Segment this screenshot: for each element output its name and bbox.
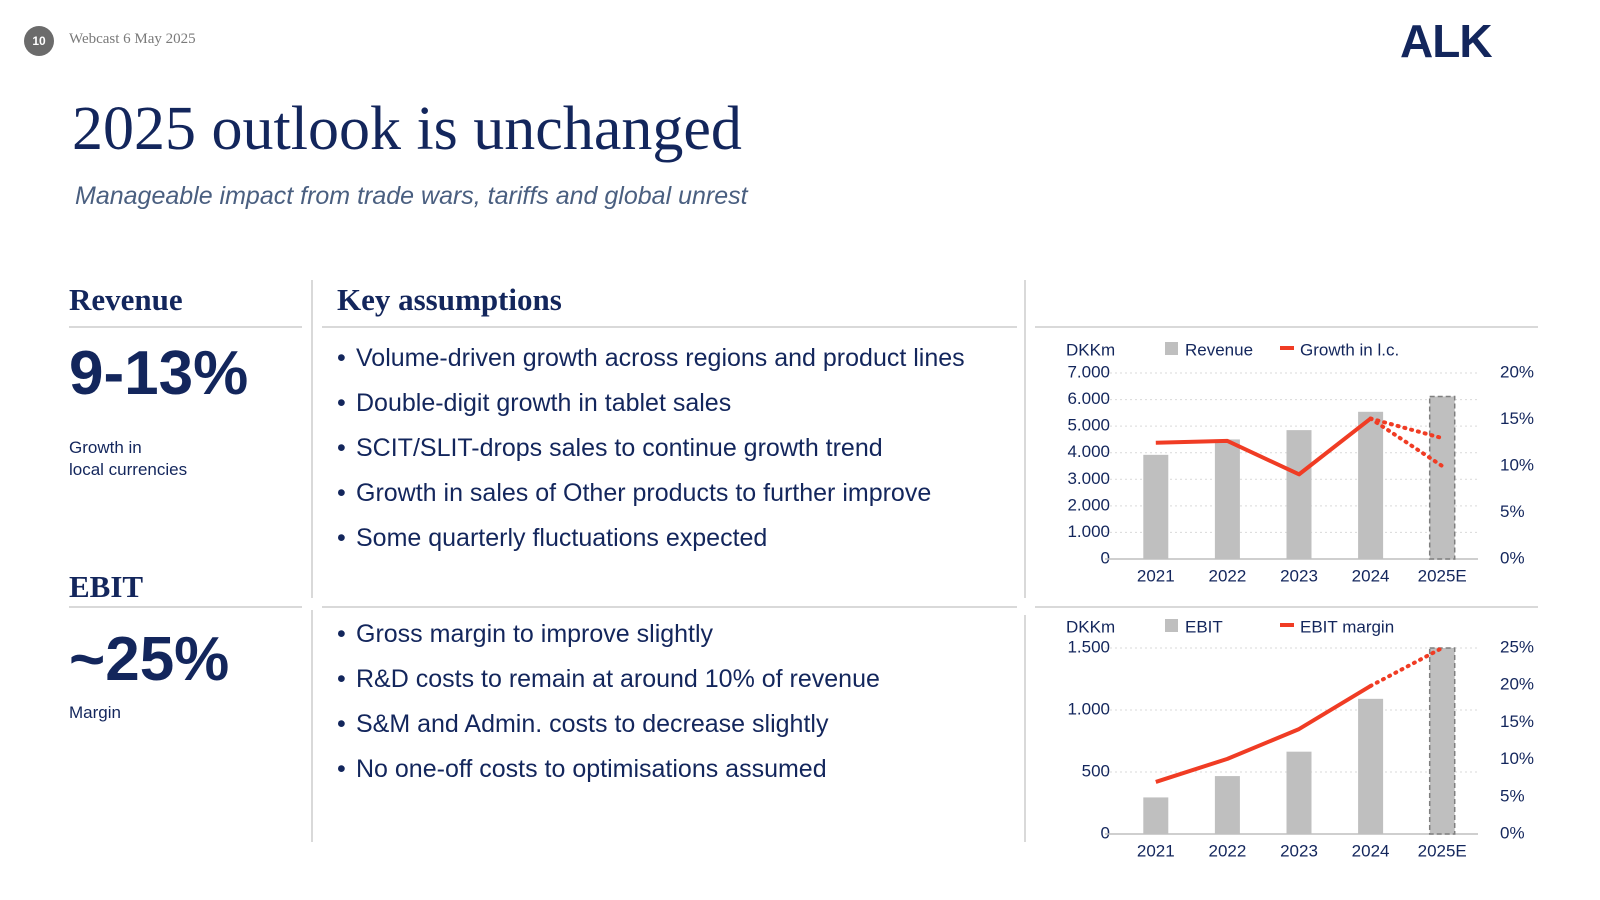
legend-label: EBIT margin [1300, 617, 1394, 636]
divider [1024, 280, 1026, 598]
y-tick-label: 0 [1101, 823, 1110, 842]
y-tick-label: 1.000 [1067, 699, 1110, 718]
revenue-caption: Growth in local currencies [69, 438, 188, 479]
date: Webcast 6 May 2025 [69, 31, 196, 47]
divider [69, 606, 302, 608]
bullet: SCIT/SLIT-drops sales to continue growth… [337, 433, 965, 478]
bullet: Growth in sales of Other products to fur… [337, 478, 965, 523]
divider [322, 606, 1017, 608]
ebit-figure: ~25% [69, 625, 230, 694]
y-tick-label: 0 [1101, 548, 1110, 567]
y2-tick-label: 15% [1500, 712, 1534, 731]
divider [311, 610, 313, 842]
legend-label: Revenue [1185, 340, 1253, 359]
y-tick-label: 6.000 [1067, 389, 1110, 408]
divider [1035, 326, 1538, 328]
bullet: Gross margin to improve slightly [337, 619, 880, 664]
bullet-list: Gross margin to improve slightlyR&D cost… [337, 619, 880, 799]
subtitle: Manageable impact from trade wars, tarif… [75, 182, 748, 210]
section-heading: Revenue [69, 282, 183, 317]
axis-label: DKKm [1066, 617, 1115, 636]
x-tick-label: 2021 [1137, 566, 1175, 585]
line-series [1155, 416, 1372, 477]
bullet: Volume-driven growth across regions and … [337, 343, 965, 388]
bullet: Double-digit growth in tablet sales [337, 388, 965, 433]
bar [1143, 454, 1169, 559]
y2-tick-label: 0% [1500, 823, 1525, 842]
forecast-line [1368, 416, 1445, 468]
bar [1358, 698, 1384, 834]
forecast-line [1368, 416, 1445, 441]
section-heading: Key assumptions [337, 282, 562, 317]
y-tick-label: 7.000 [1067, 362, 1110, 381]
y2-tick-label: 10% [1500, 749, 1534, 768]
y2-tick-label: 5% [1500, 502, 1525, 521]
revenue-figure: 9-13% [69, 339, 249, 408]
y2-tick-label: 0% [1500, 548, 1525, 567]
divider [69, 326, 302, 328]
x-tick-label: 2024 [1352, 566, 1390, 585]
y2-tick-label: 15% [1500, 409, 1534, 428]
divider [1035, 606, 1538, 608]
x-tick-label: 2024 [1352, 841, 1390, 860]
y2-tick-label: 5% [1500, 786, 1525, 805]
legend-swatch [1165, 619, 1178, 632]
x-tick-label: 2022 [1208, 841, 1246, 860]
y-tick-label: 2.000 [1067, 495, 1110, 514]
logo: ALK [1400, 15, 1493, 67]
section-heading: EBIT [69, 569, 144, 604]
bullet: R&D costs to remain at around 10% of rev… [337, 664, 880, 709]
bar [1428, 395, 1456, 560]
y-tick-label: 1.500 [1067, 637, 1110, 656]
y-tick-label: 3.000 [1067, 469, 1110, 488]
y-tick-label: 500 [1082, 761, 1110, 780]
y2-tick-label: 10% [1500, 455, 1534, 474]
bullet: No one-off costs to optimisations assume… [337, 754, 880, 799]
page-number: 10 [24, 26, 54, 56]
legend-label: Growth in l.c. [1300, 340, 1399, 359]
divider [322, 326, 1017, 328]
x-tick-label: 2025E [1418, 841, 1467, 860]
bar [1214, 439, 1240, 559]
forecast-line [1368, 646, 1445, 688]
x-tick-label: 2025E [1418, 566, 1467, 585]
bar [1428, 647, 1456, 835]
y2-tick-label: 20% [1500, 362, 1534, 381]
y-tick-label: 1.000 [1067, 522, 1110, 541]
x-tick-label: 2023 [1280, 841, 1318, 860]
divider [311, 280, 313, 598]
ebit-caption: Margin [69, 703, 121, 722]
legend-label: EBIT [1185, 617, 1223, 636]
axis-label: DKKm [1066, 340, 1115, 359]
bullet-list: Volume-driven growth across regions and … [337, 343, 965, 568]
x-tick-label: 2021 [1137, 841, 1175, 860]
bar [1214, 776, 1240, 834]
divider [1024, 615, 1026, 842]
y-tick-label: 4.000 [1067, 442, 1110, 461]
title: 2025 outlook is unchanged [72, 95, 742, 163]
bullet: S&M and Admin. costs to decrease slightl… [337, 709, 880, 754]
y2-tick-label: 25% [1500, 637, 1534, 656]
bar [1143, 797, 1169, 834]
bullet: Some quarterly fluctuations expected [337, 523, 965, 568]
line-series [1155, 684, 1372, 784]
bar [1286, 751, 1312, 834]
y-tick-label: 5.000 [1067, 416, 1110, 435]
x-tick-label: 2022 [1208, 566, 1246, 585]
x-tick-label: 2023 [1280, 566, 1318, 585]
bar [1358, 411, 1384, 559]
bar [1286, 430, 1312, 559]
legend-swatch [1165, 342, 1178, 355]
y2-tick-label: 20% [1500, 675, 1534, 694]
